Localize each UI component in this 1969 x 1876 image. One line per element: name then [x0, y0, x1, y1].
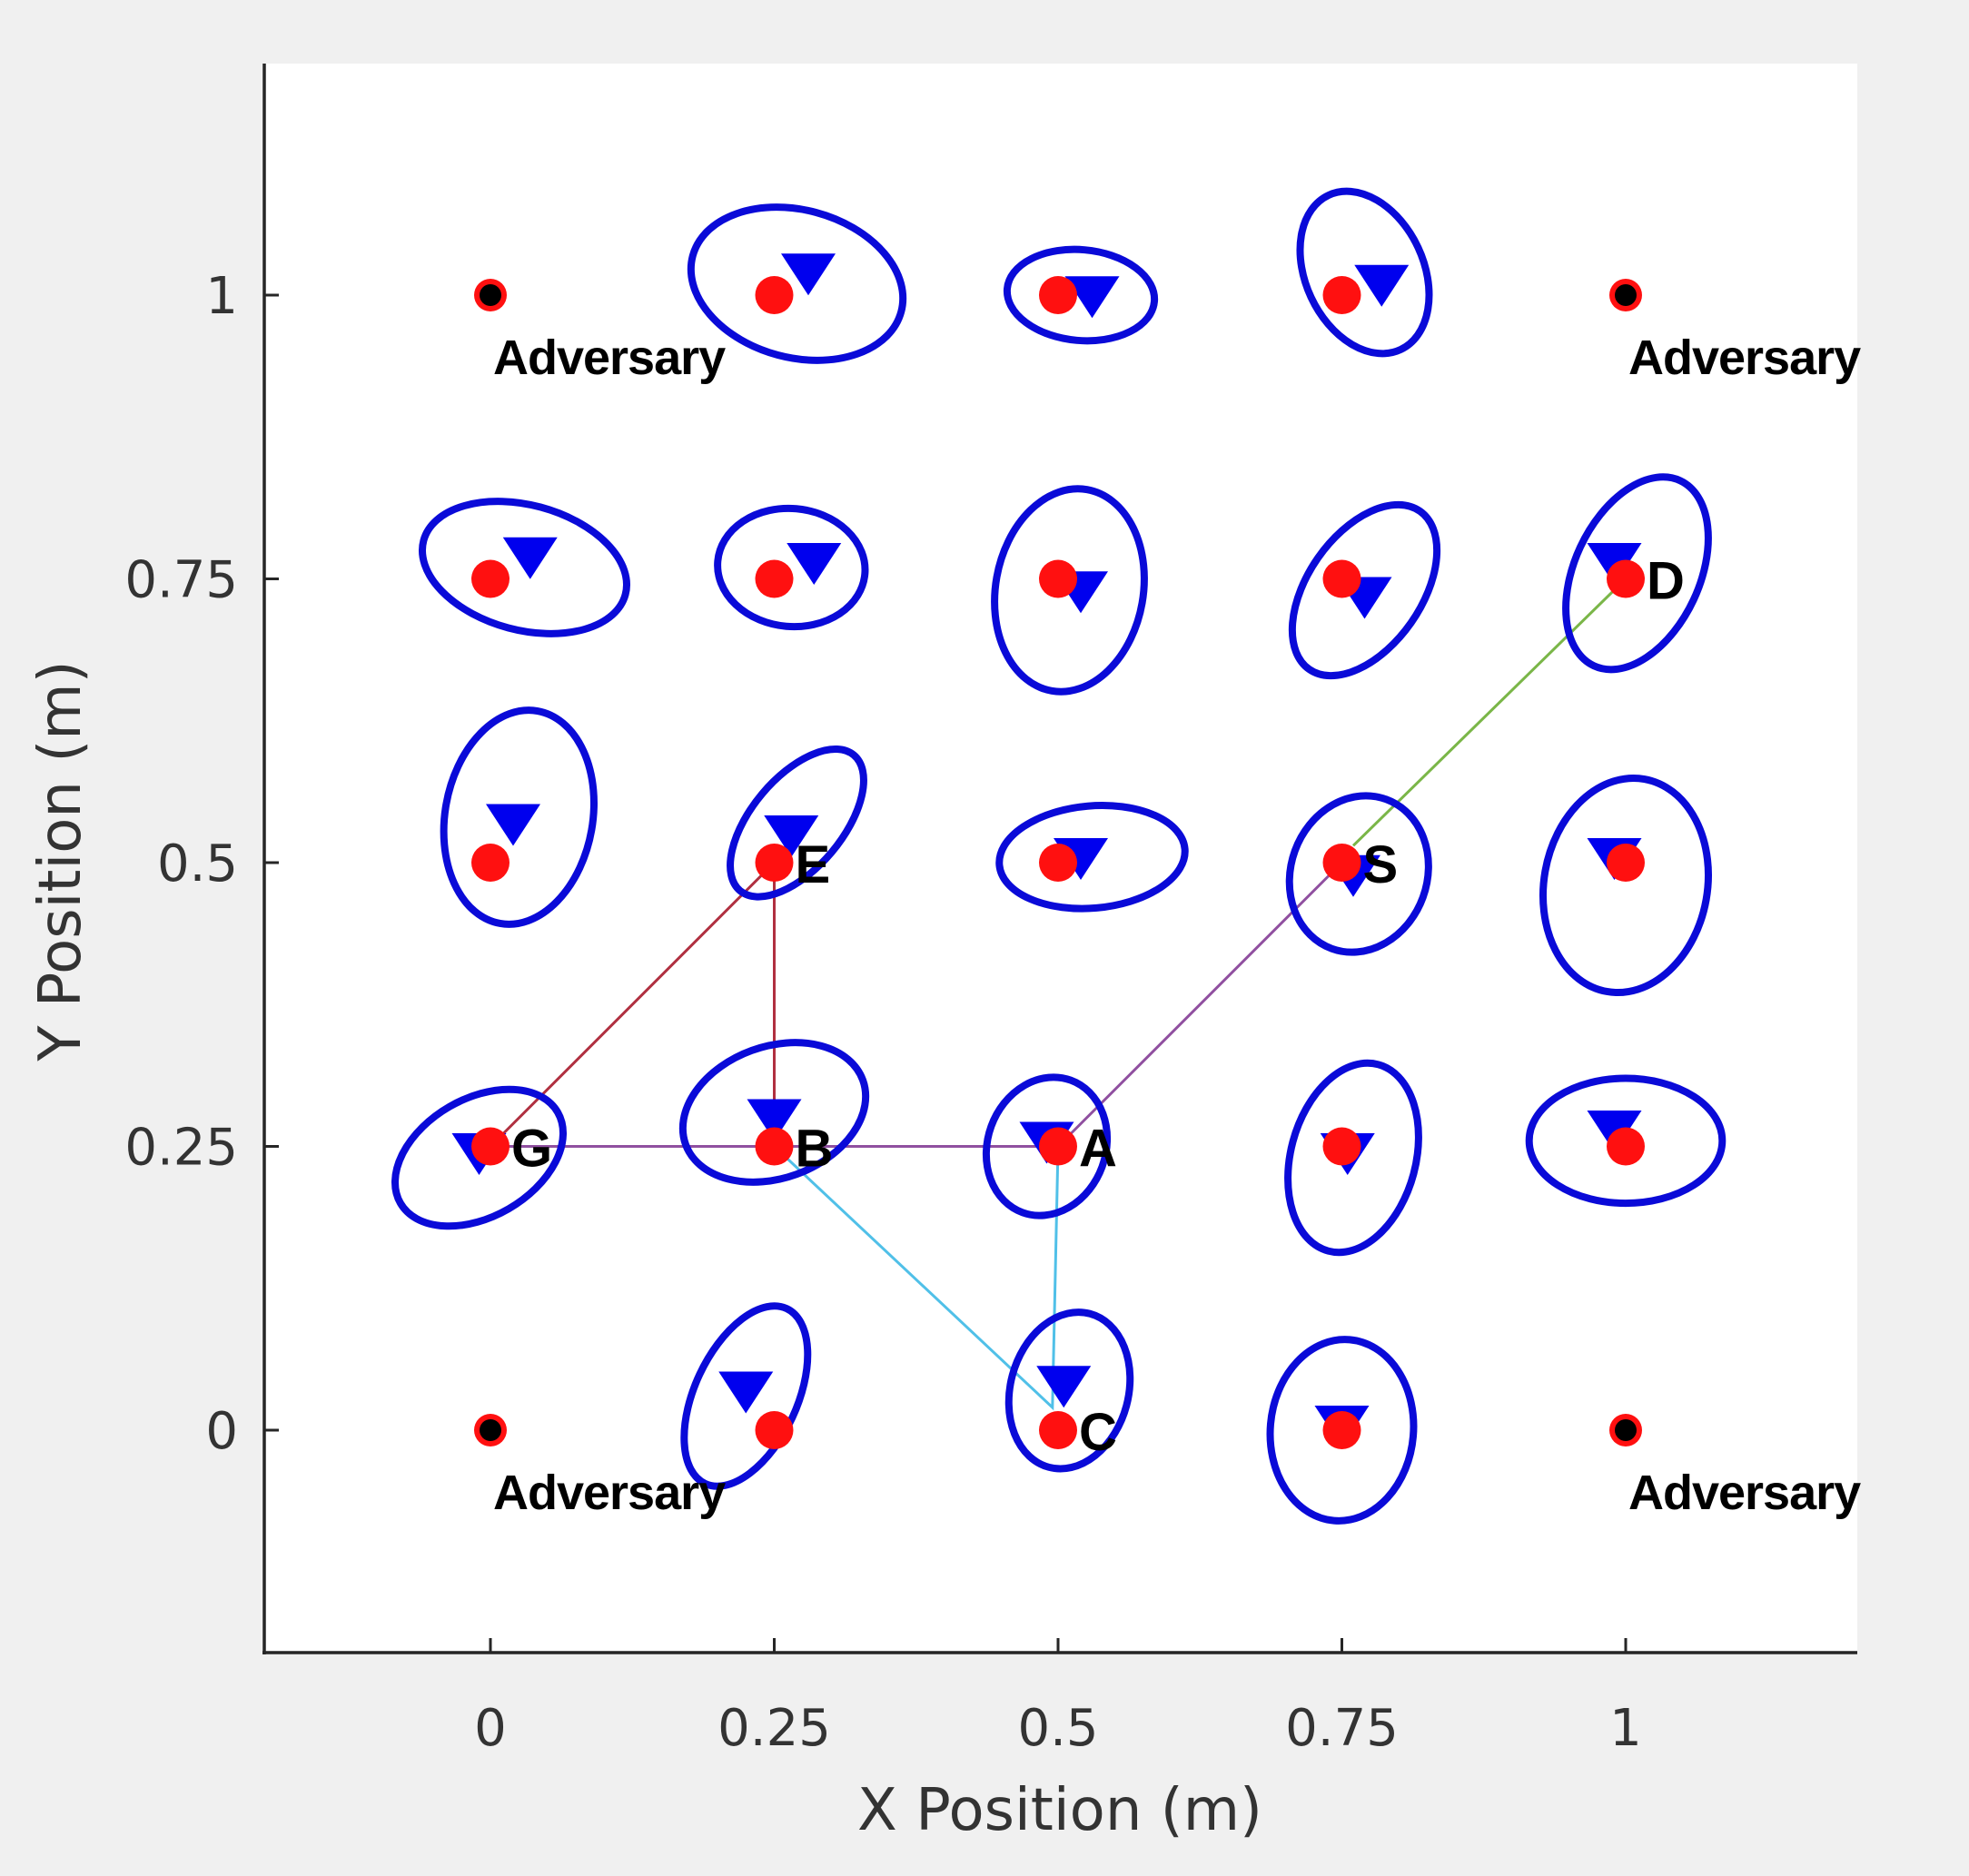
estimate-marker	[1354, 264, 1410, 307]
adversary-label: Adversary	[493, 1466, 726, 1520]
uncertainty-ellipse	[1296, 187, 1433, 358]
node-marker	[1607, 1127, 1645, 1166]
uncertainty-ellipse	[1539, 774, 1713, 997]
estimate-marker	[787, 543, 842, 586]
node-marker	[1039, 1411, 1077, 1449]
x-ticks: 0 0.25 0.5 0.75 1	[474, 1638, 1642, 1758]
node-marker	[755, 1411, 794, 1449]
x-axis-title: X Position (m)	[857, 1777, 1262, 1844]
node-marker	[1607, 559, 1645, 598]
x-tick-label: 0.75	[1285, 1699, 1399, 1758]
uncertainty-ellipse	[391, 1085, 567, 1230]
node-marker	[1322, 1411, 1361, 1449]
adversary-core	[480, 284, 501, 306]
uncertainty-ellipse	[440, 706, 598, 928]
node-marker	[755, 276, 794, 314]
node-positions	[471, 276, 1645, 1449]
node-label: D	[1647, 552, 1685, 611]
estimate-marker	[764, 815, 819, 858]
uncertainty-ellipse	[1285, 792, 1432, 956]
node-marker	[1322, 276, 1361, 314]
node-marker	[471, 844, 510, 882]
uncertainty-ellipse	[1288, 500, 1441, 680]
node-marker	[1322, 1127, 1361, 1166]
node-label: B	[796, 1120, 834, 1179]
uncertainty-ellipse	[678, 1039, 870, 1186]
uncertainty-ellipse	[680, 1302, 812, 1490]
x-tick-label: 0.25	[717, 1699, 831, 1758]
estimate-marker	[502, 537, 558, 579]
uncertainty-ellipse	[1003, 245, 1159, 345]
node-marker	[1039, 1127, 1077, 1166]
node-label: C	[1079, 1403, 1117, 1462]
y-tick-label: 0.25	[124, 1119, 238, 1178]
node-marker	[471, 559, 510, 598]
x-tick-label: 1	[1609, 1699, 1642, 1758]
uncertainty-ellipse	[982, 1073, 1112, 1219]
adversary-label: Adversary	[1628, 1466, 1861, 1520]
uncertainty-ellipse	[991, 485, 1148, 696]
node-marker	[1039, 276, 1077, 314]
node-marker	[755, 844, 794, 882]
estimate-marker	[747, 1099, 802, 1141]
node-marker	[755, 1127, 794, 1166]
node-marker	[1039, 559, 1077, 598]
node-label: S	[1363, 835, 1399, 894]
adversary-label: Adversary	[1628, 331, 1861, 385]
estimate-marker	[781, 253, 836, 296]
route-line	[1351, 578, 1628, 847]
uncertainty-ellipse	[1004, 1308, 1134, 1473]
uncertainty-ellipse	[687, 203, 907, 364]
y-tick-label: 0	[205, 1402, 238, 1461]
node-marker	[755, 559, 794, 598]
node-marker	[471, 1127, 510, 1166]
node-labels: D E S G B A C	[511, 552, 1685, 1463]
x-tick-label: 0.5	[1017, 1699, 1098, 1758]
uncertainty-ellipse	[1525, 1074, 1727, 1208]
y-axis-title: Y Position (m)	[27, 660, 94, 1061]
y-tick-label: 1	[205, 267, 238, 326]
uncertainty-ellipse	[714, 504, 869, 631]
y-tick-label: 0.75	[124, 551, 238, 610]
node-marker	[1607, 844, 1645, 882]
uncertainty-ellipse	[1266, 1336, 1418, 1525]
estimate-marker	[1064, 276, 1120, 319]
adversaries: Adversary Adversary Adversary Adversary	[474, 279, 1862, 1520]
node-label: E	[796, 835, 831, 894]
axes: 0 0.25 0.5 0.75 1 0 0.25 0.5 0.75 1 X Position (…	[27, 64, 1857, 1844]
uncertainty-ellipse	[995, 802, 1189, 913]
adversary-core	[480, 1419, 501, 1441]
node-label: A	[1079, 1120, 1117, 1179]
adversary-label: Adversary	[493, 331, 726, 385]
estimate-marker	[1036, 1366, 1092, 1408]
estimate-marker	[718, 1371, 774, 1414]
adversary-core	[1615, 1419, 1637, 1441]
x-tick-label: 0	[474, 1699, 507, 1758]
uncertainty-ellipses	[391, 187, 1727, 1525]
node-marker	[1322, 559, 1361, 598]
uncertainty-ellipse	[419, 498, 630, 637]
route-line	[773, 1145, 1060, 1411]
node-marker	[1039, 844, 1077, 882]
estimate-marker	[486, 804, 540, 846]
adversary-core	[1615, 284, 1637, 306]
uncertainty-ellipse	[1562, 473, 1712, 674]
y-tick-label: 0.5	[157, 834, 238, 894]
node-label: G	[511, 1120, 552, 1179]
uncertainty-ellipse	[1284, 1059, 1422, 1257]
uncertainty-ellipse	[727, 745, 867, 901]
node-marker	[1322, 844, 1361, 882]
y-ticks: 0 0.25 0.5 0.75 1	[124, 267, 279, 1461]
